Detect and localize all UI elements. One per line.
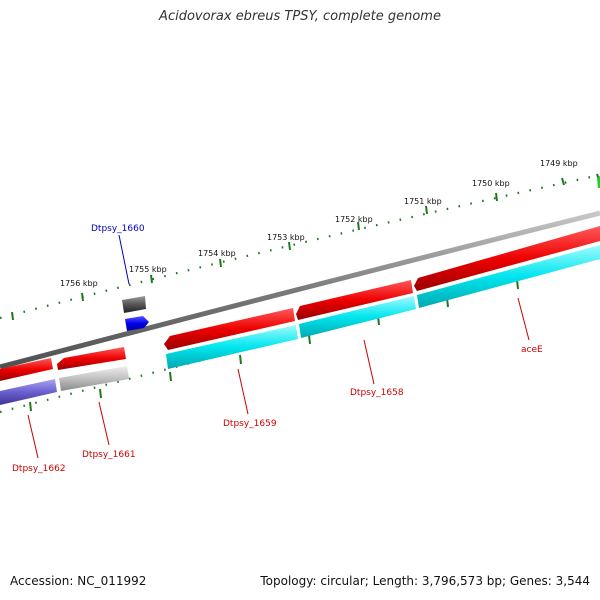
scale-labels: 1749 kbp 1750 kbp 1751 kbp 1752 kbp 1753… <box>60 159 578 288</box>
cds-dtpsy-1660[interactable] <box>125 316 149 331</box>
scale-tick-1752 <box>357 221 360 231</box>
cds-dtpsy-1658[interactable] <box>299 296 416 338</box>
forward-strand-genes <box>0 226 600 381</box>
scale-tick-1750 <box>495 192 498 202</box>
cds-track <box>0 245 600 405</box>
scale-label-1756: 1756 kbp <box>60 279 98 288</box>
gene-dtpsy-1660[interactable] <box>122 296 149 331</box>
gene-dtpsy-1661-forward[interactable] <box>57 347 126 370</box>
scale-label-1754: 1754 kbp <box>198 249 236 258</box>
label-leaders <box>27 234 530 459</box>
cds-dtpsy-1661[interactable] <box>59 366 129 391</box>
scale-tick-1755 <box>150 274 153 284</box>
inner-tick-8 <box>29 401 32 412</box>
leader-dtpsy-1662 <box>27 414 39 459</box>
scale-tick-1754 <box>219 258 222 268</box>
leader-dtpsy-1660 <box>118 234 130 285</box>
scale-label-1752: 1752 kbp <box>335 215 373 224</box>
inner-tick-1 <box>516 279 519 290</box>
gene-acee[interactable] <box>414 226 600 291</box>
green-feature-partial[interactable] <box>597 176 600 188</box>
leader-acee <box>517 297 530 341</box>
scale-label-1750: 1750 kbp <box>472 179 510 188</box>
gene-dtpsy-1658[interactable] <box>296 280 413 320</box>
inner-tick-5 <box>239 354 242 365</box>
scale-tick-1749-minor <box>561 177 565 186</box>
outer-scale-ring <box>0 173 600 321</box>
leader-dtpsy-1659 <box>237 368 249 415</box>
label-acee[interactable]: aceE <box>521 345 543 355</box>
gene-dtpsy-1662-forward[interactable] <box>0 358 53 381</box>
cds-dtpsy-1662[interactable] <box>0 379 57 405</box>
label-dtpsy-1659[interactable]: Dtpsy_1659 <box>223 419 277 429</box>
scale-label-1751: 1751 kbp <box>404 197 442 206</box>
gene-dtpsy-1659[interactable] <box>164 308 295 350</box>
scale-tick-1751 <box>425 205 428 215</box>
genome-summary-text: Topology: circular; Length: 3,796,573 bp… <box>260 574 590 588</box>
leader-dtpsy-1658 <box>363 339 375 385</box>
inner-tick-4 <box>308 334 311 345</box>
map-title: Acidovorax ebreus TPSY, complete genome <box>159 9 441 24</box>
gene-dtpsy-1660-feature[interactable] <box>122 296 146 313</box>
genome-backbone <box>0 210 600 370</box>
scale-tick-1756 <box>81 292 84 302</box>
accession-text: Accession: NC_011992 <box>10 574 147 588</box>
label-dtpsy-1660[interactable]: Dtpsy_1660 <box>91 224 145 234</box>
leader-dtpsy-1661 <box>98 401 110 446</box>
scale-tick-1753 <box>288 241 291 251</box>
cds-dtpsy-1659[interactable] <box>166 325 298 369</box>
inner-tick-6 <box>169 371 172 382</box>
scale-tick-1757 <box>11 311 14 321</box>
scale-label-1753: 1753 kbp <box>267 233 305 242</box>
scale-label-1755: 1755 kbp <box>129 265 167 274</box>
label-dtpsy-1658[interactable]: Dtpsy_1658 <box>350 388 404 398</box>
label-dtpsy-1662[interactable]: Dtpsy_1662 <box>12 464 66 474</box>
gene-labels: Dtpsy_1660 aceE Dtpsy_1658 Dtpsy_1659 Dt… <box>12 224 543 474</box>
inner-tick-7 <box>99 388 102 399</box>
label-dtpsy-1661[interactable]: Dtpsy_1661 <box>82 450 136 460</box>
scale-label-1749: 1749 kbp <box>540 159 578 168</box>
cds-acee[interactable] <box>417 245 600 308</box>
